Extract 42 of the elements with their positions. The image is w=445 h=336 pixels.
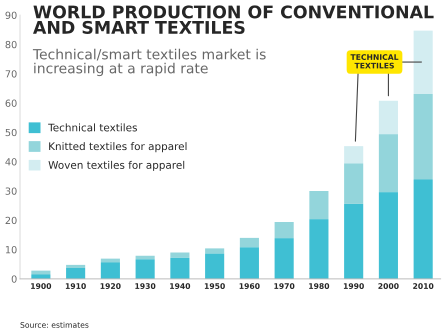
bar — [309, 219, 328, 279]
bar — [100, 262, 120, 279]
bar — [414, 30, 433, 94]
bar — [378, 134, 398, 192]
bar — [378, 100, 398, 134]
y-tick-label: 30 — [6, 187, 17, 195]
bar — [274, 222, 294, 238]
y-tick-label: 40 — [5, 158, 17, 166]
bar — [66, 264, 86, 268]
bar — [205, 248, 224, 254]
chart-title: WORLD PRODUCTION OF CONVENTIONAL AND SMART TEXTILES — [33, 5, 434, 34]
y-tick-label: 60 — [6, 100, 17, 107]
y-tick-label: 90 — [5, 12, 17, 19]
bar — [100, 258, 120, 262]
bar — [205, 254, 224, 279]
bar — [170, 252, 190, 258]
legend-label: Woven textiles for apparel — [48, 160, 184, 171]
bar — [344, 204, 364, 279]
bar — [309, 190, 328, 220]
bar — [66, 268, 86, 279]
bar — [414, 94, 433, 180]
bar — [240, 247, 259, 279]
legend-label: Technical textiles — [48, 123, 137, 132]
bar — [344, 146, 364, 164]
bar — [136, 256, 155, 260]
bar — [170, 258, 190, 279]
bar — [344, 163, 364, 204]
bar — [240, 238, 259, 248]
y-tick-label: 50 — [6, 128, 17, 136]
text: Technical/smart textiles market is increasing at a rapid rate — [32, 48, 266, 76]
y-tick-label: 10 — [6, 246, 17, 254]
y-tick-label: 20 — [6, 216, 17, 224]
y-tick-label: 0 — [12, 275, 17, 283]
legend-label: Knitted textiles for apparel — [49, 142, 186, 152]
bar — [274, 238, 294, 279]
bar — [378, 192, 398, 279]
y-tick-label: 70 — [6, 70, 17, 78]
bar — [31, 274, 50, 279]
y-tick-label: 80 — [6, 40, 17, 48]
bar — [31, 270, 50, 274]
bar — [414, 180, 433, 279]
bar — [136, 259, 155, 279]
